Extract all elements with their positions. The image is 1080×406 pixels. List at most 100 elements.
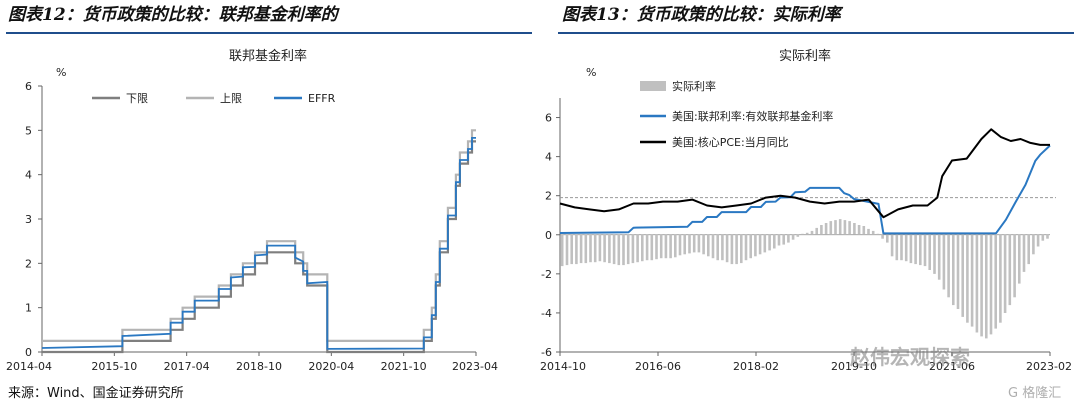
real-rate-bar [900,234,903,261]
real-rate-bar [626,234,630,265]
real-rate-bar [593,234,597,263]
chart-left-heading: 图表12：货币政策的比较：联邦基金利率的 [8,5,338,25]
series-line-upper [42,129,476,342]
real-rate-bar [1018,234,1021,284]
fed-funds-rate-chart: 联邦基金利率% 0 1 2 3 4 5 6 2014-04 2015-10 2017-04 2018-… [6,48,498,373]
real-rate-bar [838,219,842,235]
legend-label: 美国:联邦利率:有效联邦基金利率 [672,109,833,123]
real-rate-bar [1036,234,1040,247]
x-tick-label: 2023-04 [452,360,498,373]
real-rate-bar [937,234,941,280]
y-tick-label: 6 [25,80,32,93]
real-rate-bar [829,221,833,235]
real-rate-bar [560,234,564,267]
real-rate-bar [636,234,639,263]
x-tick-label: 2018-02 [733,360,779,373]
real-rate-bar [1013,234,1016,298]
real-rate-bar [923,234,927,267]
watermark-text: 赵伟宏观探索 [850,345,970,369]
real-rate-bar [641,234,644,262]
real-rate-bar [956,234,960,309]
real-rate-bar [890,234,894,257]
real-rate-bar [1008,234,1012,306]
real-rate-bar [754,234,757,257]
real-rate-bar [914,234,917,265]
real-rate-bar [650,234,654,261]
real-rate-bar [749,234,752,259]
real-rate-bar [674,234,677,258]
x-tick-label: 2023-02 [1026,360,1072,373]
real-rate-bar [716,234,719,261]
real-rate-bar [801,233,804,235]
real-rate-bar [942,234,946,290]
real-rate-bar [843,220,847,235]
real-rate-bar [782,234,785,245]
real-rate-bar [655,234,658,260]
real-rate-bar [824,223,828,235]
real-rate-bar [815,227,818,235]
real-rate-bar [612,234,616,265]
real-rate-bar [848,221,851,235]
real-rate-bar [702,234,705,255]
real-rate-bar [975,234,979,333]
series-line-core-pce [559,128,1050,219]
legend-label: 实际利率 [672,79,716,93]
real-rate-bar [688,234,691,254]
y-tick-label: -6 [541,346,552,359]
real-rate-bar [933,234,936,274]
real-rate-bar [791,234,795,240]
real-rate-bar [895,234,899,261]
real-rate-bar [871,230,875,235]
chart-left-ylabel: % [56,66,66,79]
real-rate-bar [961,234,964,317]
watermark-logo: G 格隆汇 [1008,386,1062,401]
real-rate-bar [744,234,748,261]
real-rate-bar [862,226,866,235]
real-rate-bar [697,234,701,253]
real-rate-bar [565,234,569,266]
y-tick-label: 1 [25,302,32,315]
real-rate-bar [603,234,606,263]
real-rate-chart: 实际利率% -6 -4 -2 0 2 4 6 2014-10 2016-06 2018-02 2019… [540,48,1072,373]
chart-left-title: 联邦基金利率 [229,48,307,64]
x-tick-label: 2014-10 [540,360,586,373]
real-rate-bar [575,234,578,265]
real-rate-bar [721,234,724,261]
real-rate-bar [919,234,922,266]
real-rate-bar [994,234,997,329]
x-tick-label: 2018-10 [236,360,282,373]
legend-swatch [640,81,666,91]
real-rate-bar [820,225,823,235]
series-line-effr [559,144,1051,235]
real-rate-bar [707,234,710,257]
real-rate-bar [1032,234,1035,255]
real-rate-bar [966,234,969,323]
real-rate-bar [645,234,649,261]
real-rate-bar [669,234,672,259]
real-rate-bar [711,234,715,259]
real-rate-bar [773,234,776,249]
real-rate-bar [763,234,767,253]
real-rate-bar [787,234,790,243]
real-rate-bar [622,234,625,266]
real-rate-bar [740,234,743,264]
y-tick-label: 2 [545,190,552,203]
real-rate-bar [579,234,583,264]
real-rate-bar [683,234,686,255]
real-rate-bar [1003,234,1007,313]
real-rate-bar [758,234,762,255]
y-tick-label: 5 [25,124,32,137]
real-rate-bar [570,234,573,265]
y-tick-label: -4 [541,307,552,320]
real-rate-bar [730,234,734,265]
y-tick-label: 3 [25,213,32,226]
y-tick-label: 0 [25,346,32,359]
real-rate-bar [608,234,611,264]
real-rate-bar [853,223,856,235]
series-line-effr [41,137,476,350]
series-line-lower [42,140,476,354]
real-rate-bar [989,234,993,335]
real-rate-bar [980,234,983,337]
real-rate-bar [876,233,880,235]
x-tick-label: 2016-06 [635,360,681,373]
